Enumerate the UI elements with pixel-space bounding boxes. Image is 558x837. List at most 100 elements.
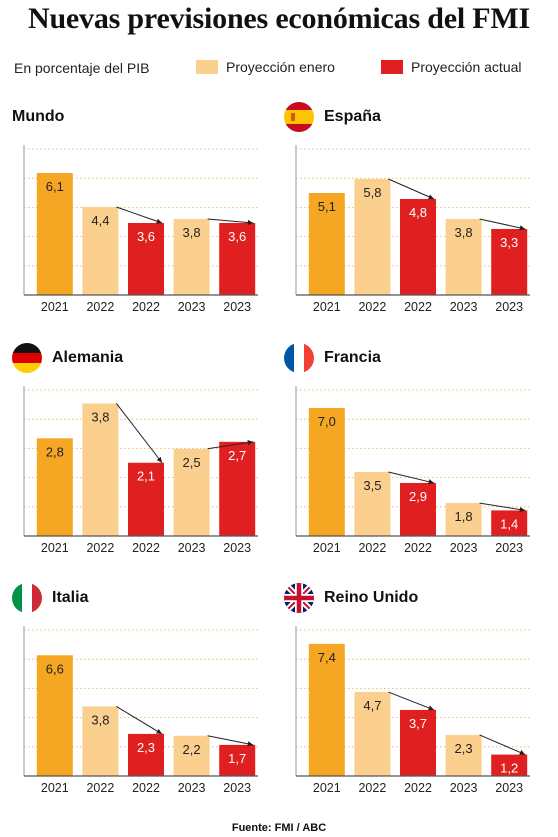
bar-chart: 7,0 2021 3,5 2022 2,9 2022 1,8 2023 1,4 2023 — [295, 386, 530, 555]
bar-enero — [354, 179, 391, 295]
change-arrow-line — [388, 178, 435, 200]
data-label: 3,8 — [183, 225, 201, 240]
change-arrow-line — [207, 441, 254, 450]
change-arrow-head — [519, 506, 526, 513]
legend: En porcentaje del PIB Proyección enero P… — [0, 59, 558, 79]
data-label: 7,4 — [318, 650, 336, 665]
x-tick-label: 2023 — [178, 541, 206, 555]
change-arrow-head — [247, 440, 254, 446]
legend-item-enero: Proyección enero — [196, 59, 335, 75]
data-label: 2,2 — [183, 742, 201, 757]
x-tick-label: 2021 — [313, 541, 341, 555]
bar-enero — [82, 403, 119, 536]
data-label: 4,7 — [363, 698, 381, 713]
x-tick-label: 2021 — [313, 781, 341, 795]
panel-header: Alemania — [12, 340, 123, 376]
bar-chart: 5,1 2021 5,8 2022 4,8 2022 3,8 2023 3,3 2023 — [295, 145, 530, 314]
data-label: 2,9 — [409, 489, 427, 504]
bar-2021 — [308, 193, 345, 295]
x-tick-label: 2023 — [178, 300, 206, 314]
x-tick-label: 2021 — [313, 300, 341, 314]
x-tick-label: 2022 — [358, 300, 386, 314]
panel-mundo: Mundo 6,1 2021 4,4 2022 3,6 2022 3,8 2023 3,6 202… — [12, 99, 262, 314]
x-tick-label: 2023 — [450, 300, 478, 314]
change-arrow-line — [207, 735, 254, 746]
bar-2021 — [308, 407, 345, 536]
legend-item-actual: Proyección actual — [381, 59, 522, 75]
bar-actual — [491, 754, 528, 776]
data-label: 3,8 — [91, 409, 109, 424]
bar-2021 — [308, 643, 345, 776]
data-label: 4,8 — [409, 205, 427, 220]
data-label: 2,1 — [137, 469, 155, 484]
data-label: 1,7 — [228, 751, 246, 766]
bar-chart: 6,1 2021 4,4 2022 3,6 2022 3,8 2023 3,6 2023 — [23, 145, 258, 314]
x-tick-label: 2023 — [450, 541, 478, 555]
data-label: 3,8 — [91, 712, 109, 727]
change-arrow-line — [207, 218, 254, 224]
change-arrow-head — [428, 705, 434, 711]
panel-header: Francia — [284, 340, 381, 376]
change-arrow-line — [479, 502, 526, 511]
data-label: 3,3 — [500, 235, 518, 250]
germany-flag-icon — [12, 343, 42, 373]
data-label: 3,6 — [137, 229, 155, 244]
x-tick-label: 2022 — [358, 781, 386, 795]
data-label: 2,3 — [137, 740, 155, 755]
x-tick-label: 2023 — [450, 781, 478, 795]
bar-actual — [400, 199, 436, 295]
bar-chart: 6,6 2021 3,8 2022 2,3 2022 2,2 2023 1,7 2023 — [23, 626, 258, 795]
italy-flag-icon — [12, 583, 42, 613]
bar-actual — [219, 223, 256, 295]
bar-actual — [400, 482, 436, 536]
bar-enero — [173, 219, 210, 295]
legend-label-enero: Proyección enero — [226, 59, 335, 75]
x-tick-label: 2021 — [41, 541, 69, 555]
source-note: Fuente: FMI / ABC — [231, 822, 327, 834]
legend-label-actual: Proyección actual — [411, 59, 522, 75]
panel-title: Francia — [324, 349, 381, 366]
x-tick-label: 2022 — [404, 300, 432, 314]
change-arrow-head — [247, 219, 254, 226]
data-label: 5,8 — [363, 185, 381, 200]
change-arrow-head — [428, 479, 434, 485]
panel-header: Mundo — [12, 99, 64, 135]
bar-actual — [128, 733, 164, 776]
bar-2021 — [36, 173, 73, 295]
change-arrow-line — [116, 403, 163, 464]
change-arrow-head — [519, 225, 526, 231]
data-label: 2,3 — [455, 741, 473, 756]
data-label: 1,4 — [500, 516, 518, 531]
data-label: 3,7 — [409, 716, 427, 731]
data-label: 3,8 — [455, 225, 473, 240]
x-tick-label: 2022 — [86, 541, 114, 555]
uk-flag-icon — [284, 583, 314, 613]
panel-espana: España 5,1 2021 5,8 2022 4,8 2022 3,8 2023 3,3 20… — [284, 99, 534, 314]
change-arrow-head — [247, 741, 254, 747]
change-arrow-line — [479, 218, 526, 230]
x-tick-label: 2023 — [495, 781, 523, 795]
panel-francia: Francia 7,0 2021 3,5 2022 2,9 2022 1,8 2023 1,4 2… — [284, 340, 534, 555]
bar-enero — [354, 471, 391, 536]
bar-2021 — [36, 655, 73, 776]
data-label: 2,5 — [183, 455, 201, 470]
bar-enero — [82, 706, 119, 776]
bar-2021 — [36, 438, 73, 536]
bar-actual — [219, 744, 256, 776]
panel-title: Reino Unido — [324, 589, 419, 606]
x-tick-label: 2023 — [223, 541, 251, 555]
x-tick-label: 2022 — [404, 541, 432, 555]
france-flag-icon — [284, 343, 314, 373]
legend-swatch-enero — [196, 60, 218, 74]
x-tick-label: 2023 — [223, 300, 251, 314]
change-arrow-line — [116, 706, 163, 735]
x-tick-label: 2022 — [132, 781, 160, 795]
bar-actual — [491, 510, 528, 536]
panel-title: Italia — [52, 589, 89, 606]
x-tick-label: 2022 — [358, 541, 386, 555]
bar-enero — [445, 503, 482, 536]
panel-title: Mundo — [12, 108, 65, 125]
data-label: 4,4 — [91, 213, 109, 228]
x-tick-label: 2022 — [132, 541, 160, 555]
x-tick-label: 2023 — [178, 781, 206, 795]
